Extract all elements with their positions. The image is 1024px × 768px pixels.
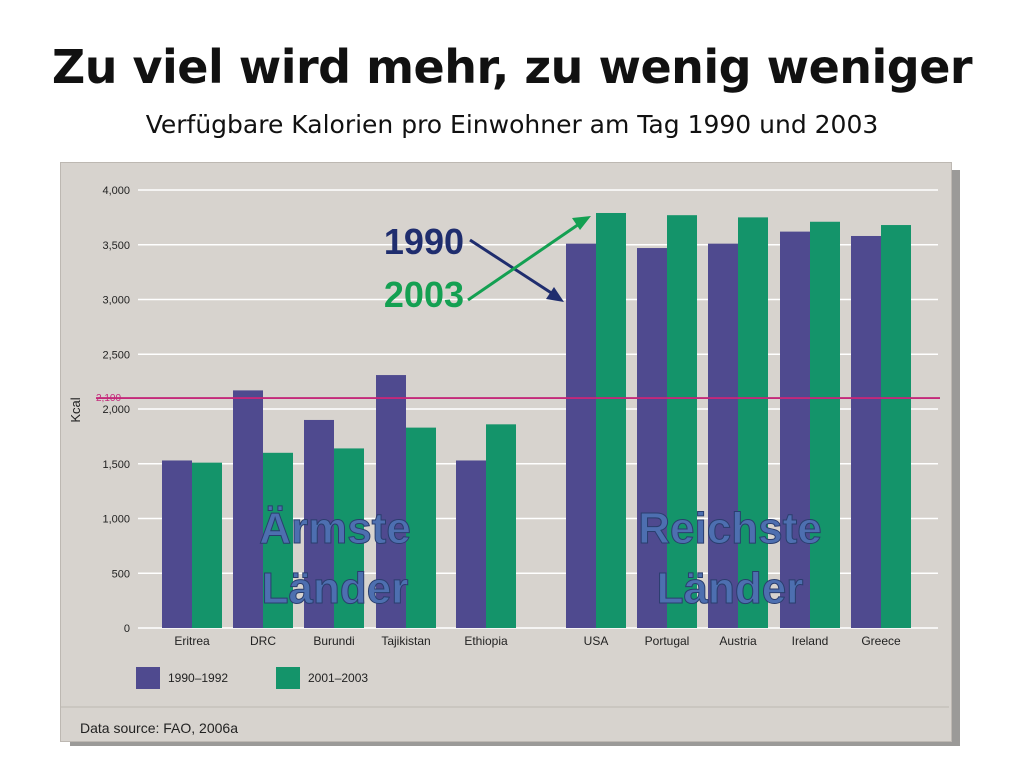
arrow-2003-shaft — [467, 220, 583, 302]
bar-series2 — [406, 427, 436, 628]
reference-line-group: 2,100 — [96, 393, 940, 404]
y-tick-label: 2,500 — [102, 349, 130, 361]
bar-series2 — [192, 462, 222, 628]
group-label-richest: Reichste Länder — [638, 504, 821, 613]
legend-label-series2: 2001–2003 — [308, 671, 368, 685]
bar-series1 — [162, 460, 192, 628]
legend: 1990–1992 2001–2003 — [136, 667, 368, 689]
y-tick-label: 500 — [112, 568, 130, 580]
group-label-line: Länder — [657, 564, 804, 613]
page-title: Zu viel wird mehr, zu wenig weniger — [51, 40, 973, 94]
page-subtitle: Verfügbare Kalorien pro Einwohner am Tag… — [145, 110, 879, 139]
group-label-poorest: Ärmste Länder — [259, 504, 411, 613]
group-label-line: Ärmste — [259, 504, 411, 553]
bar-series2 — [263, 452, 293, 628]
bar-series1 — [456, 460, 486, 628]
bar-series1 — [566, 243, 596, 628]
bar-series1 — [637, 248, 667, 628]
x-tick-labels: Eritrea DRC Burundi Tajikistan Ethiopia USA Po… — [174, 634, 901, 648]
group-label-line: Länder — [262, 564, 409, 613]
y-tick-label: 1,000 — [102, 514, 130, 526]
y-tick-label: 4,000 — [102, 185, 130, 197]
x-tick-label: Greece — [861, 634, 901, 648]
arrow-1990-head — [546, 287, 564, 302]
x-tick-label: USA — [584, 634, 609, 648]
bar-series1 — [376, 375, 406, 628]
year-annotations: 1990 2003 — [384, 216, 591, 315]
x-tick-label: Ethiopia — [464, 634, 508, 648]
x-tick-label: Eritrea — [174, 634, 210, 648]
y-tick-label: 1,500 — [102, 459, 130, 471]
bar-series1 — [233, 390, 263, 628]
annotation-year-2003: 2003 — [384, 274, 464, 315]
x-tick-label: Austria — [719, 634, 757, 648]
bar-series2 — [881, 225, 911, 629]
y-axis-label: Kcal — [68, 397, 83, 422]
bar-series2 — [667, 215, 697, 628]
group-labels: Ärmste Länder Reichste Länder — [259, 504, 823, 614]
reference-line-label: 2,100 — [96, 393, 121, 404]
legend-swatch-series1 — [136, 667, 160, 689]
bar-series2 — [738, 217, 768, 628]
y-tick-label: 3,500 — [102, 240, 130, 252]
bar-series2 — [334, 448, 364, 628]
group-label-line: Reichste — [638, 504, 821, 553]
x-tick-label: Tajikistan — [381, 634, 430, 648]
bar-series2 — [486, 424, 516, 628]
legend-swatch-series2 — [276, 667, 300, 689]
y-tick-label: 0 — [124, 623, 130, 635]
y-tick-labels: 0 500 1,000 1,500 2,000 2,500 3,000 3,500 4,000 — [102, 185, 130, 635]
y-tick-label: 2,000 — [102, 404, 130, 416]
arrow-2003-head — [572, 216, 591, 230]
y-tick-label: 3,000 — [102, 295, 130, 307]
legend-label-series1: 1990–1992 — [168, 671, 228, 685]
x-tick-label: DRC — [250, 634, 276, 648]
x-tick-label: Ireland — [792, 634, 829, 648]
bar-series1 — [304, 419, 334, 628]
x-tick-label: Burundi — [313, 634, 354, 648]
annotation-year-1990: 1990 — [384, 221, 464, 262]
data-source-note: Data source: FAO, 2006a — [80, 720, 238, 736]
bar-series2 — [810, 221, 840, 628]
bar-series1 — [851, 235, 881, 629]
bar-series1 — [780, 231, 810, 629]
x-tick-label: Portugal — [645, 634, 690, 648]
bar-series1 — [708, 243, 738, 628]
bar-series2 — [596, 212, 626, 628]
bars — [162, 212, 911, 629]
